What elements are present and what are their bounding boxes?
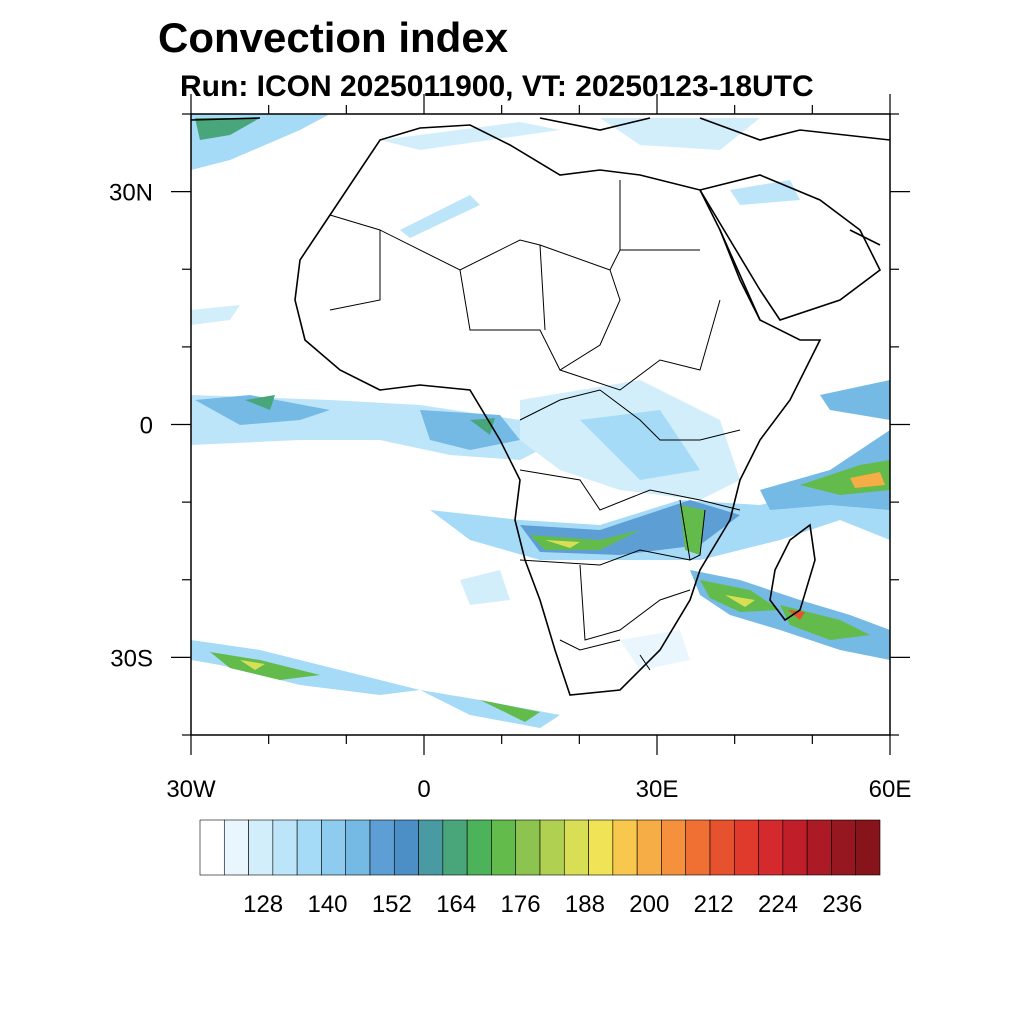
colorbar-swatch	[248, 819, 274, 876]
colorbar-label: 176	[501, 891, 541, 918]
colorbar-label: 128	[243, 891, 283, 918]
lat-tick-label: 0	[140, 413, 153, 440]
lon-tick-label: 60E	[869, 776, 912, 803]
colorbar-label: 200	[629, 891, 669, 918]
lat-tick-label: 30S	[110, 645, 153, 672]
colorbar-swatch	[321, 819, 347, 876]
colorbar-swatch	[685, 819, 711, 876]
convection-field	[191, 114, 890, 735]
colorbar-label: 236	[822, 891, 862, 918]
colorbar-swatch	[466, 819, 492, 876]
colorbar-swatch	[418, 819, 444, 876]
colorbar-label: 188	[565, 891, 605, 918]
colorbar-swatch	[491, 819, 517, 876]
lat-tick-label: 30N	[109, 180, 153, 207]
colorbar-swatch	[393, 819, 419, 876]
colorbar-swatch	[345, 819, 371, 876]
colorbar-swatch	[272, 819, 298, 876]
colorbar-swatch	[855, 819, 881, 876]
lon-tick-label: 30W	[166, 776, 216, 803]
colorbar: 128 140 152 164 176 188 200 212 224 236	[199, 819, 881, 918]
colorbar-swatch	[588, 819, 614, 876]
colorbar-swatch	[831, 819, 857, 876]
colorbar-swatch	[709, 819, 735, 876]
colorbar-swatch	[782, 819, 808, 876]
colorbar-swatch	[661, 819, 687, 876]
coastlines	[191, 117, 890, 696]
colorbar-label: 212	[694, 891, 734, 918]
colorbar-swatch	[806, 819, 832, 876]
colorbar-swatch	[296, 819, 322, 876]
colorbar-swatch	[369, 819, 395, 876]
colorbar-swatch	[612, 819, 638, 876]
colorbar-label: 140	[307, 891, 347, 918]
country-borders	[329, 180, 741, 671]
lon-tick-label: 0	[417, 776, 430, 803]
axis-ticks: 30N 0 30S 30W 0 30E 60E	[109, 94, 911, 803]
colorbar-swatch	[223, 819, 249, 876]
colorbar-swatch	[733, 819, 759, 876]
colorbar-swatch	[442, 819, 468, 876]
colorbar-swatch	[199, 819, 225, 876]
colorbar-label: 152	[372, 891, 412, 918]
colorbar-swatch	[515, 819, 541, 876]
lon-tick-label: 30E	[636, 776, 679, 803]
map-title: Convection index	[158, 14, 509, 61]
colorbar-swatch	[539, 819, 565, 876]
map-subtitle: Run: ICON 2025011900, VT: 20250123-18UTC	[180, 70, 814, 103]
colorbar-label: 164	[436, 891, 476, 918]
colorbar-swatch	[563, 819, 589, 876]
colorbar-swatch	[758, 819, 784, 876]
colorbar-swatch	[636, 819, 662, 876]
colorbar-label: 224	[758, 891, 798, 918]
